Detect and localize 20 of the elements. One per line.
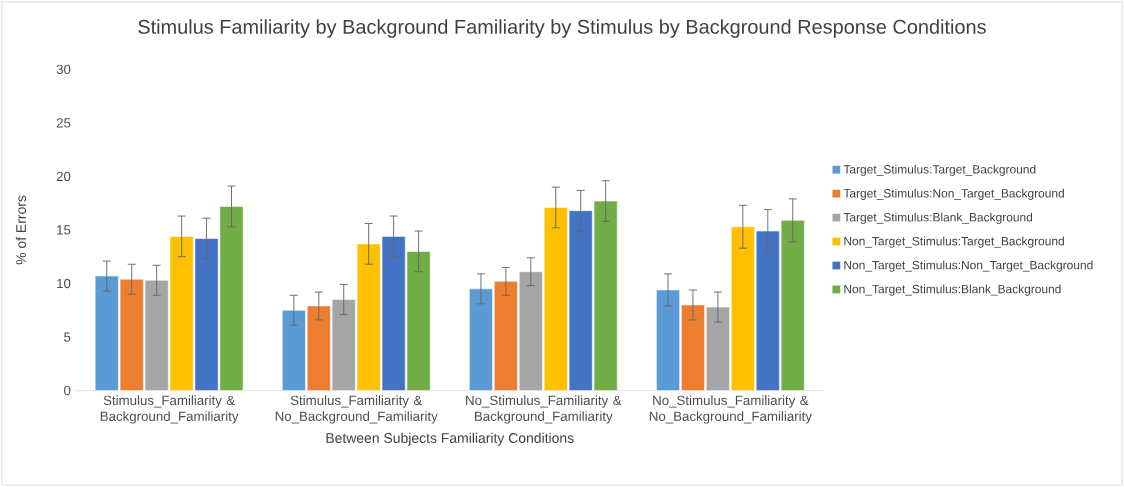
x-tick-label: Stimulus_Familiarity & Background_Familiarity <box>100 395 239 424</box>
x-axis-title: Between Subjects Familiarity Conditions <box>326 432 574 446</box>
x-tick-label: No_Stimulus_Familiarity & No_Background_Familiarity <box>649 395 812 424</box>
y-tick-label: 30 <box>56 64 71 75</box>
legend-label: Non_Target_Stimulus:Target_Background <box>844 236 1064 248</box>
y-tick-label: 15 <box>57 225 71 235</box>
y-tick-label: 10 <box>57 278 71 289</box>
y-tick-label: 0 <box>64 385 71 396</box>
legend-label: Non_Target_Stimulus:Non_Target_Background <box>844 260 1093 272</box>
x-tick-label: Stimulus_Familiarity & No_Background_Familiarity <box>275 395 438 424</box>
y-tick-label: 25 <box>56 118 71 128</box>
legend-label: Target_Stimulus:Target_Background <box>843 164 1036 176</box>
x-tick-label: No_Stimulus_Familiarity & Background_Familiarity <box>466 395 622 424</box>
legend-label: Non_Target_Stimulus:Blank_Background <box>844 284 1061 296</box>
legend-label: Target_Stimulus:Blank_Background <box>843 212 1033 224</box>
y-tick-label: 5 <box>64 332 71 342</box>
chart-title: Stimulus Familiarity by Background Familiarity by Stimulus by Background Response Conditions <box>138 19 986 38</box>
legend-label: Target_Stimulus:Non_Target_Background <box>843 188 1064 200</box>
y-axis-title: % of Errors <box>15 195 27 265</box>
y-tick-label: 20 <box>56 171 71 182</box>
